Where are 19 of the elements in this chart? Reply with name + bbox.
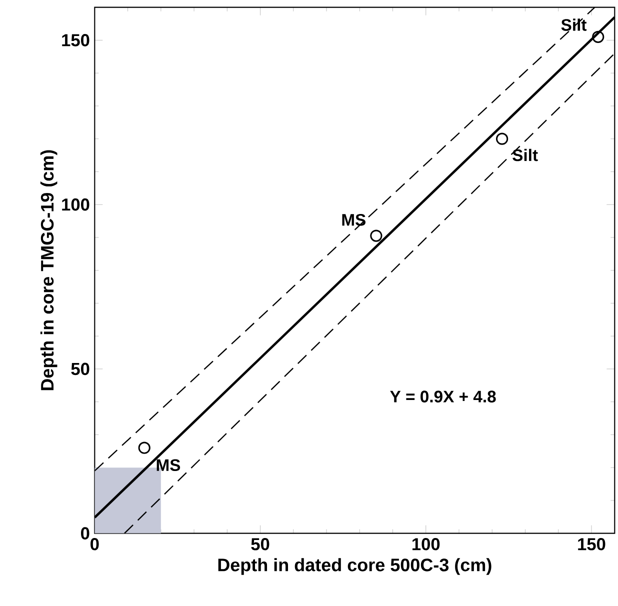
annotation: MS xyxy=(156,459,180,472)
annotation: Y = 0.9X + 4.8 xyxy=(390,390,496,402)
x-tick-label: 150 xyxy=(578,538,606,550)
point xyxy=(592,30,604,43)
x-tick-label: 0 xyxy=(90,538,99,550)
x-axis-title: Depth in dated core 500C-3 (cm) xyxy=(218,558,492,575)
y-tick-label: 100 xyxy=(62,198,90,211)
annotation: Silt xyxy=(561,18,587,31)
x-tick-label: 50 xyxy=(251,538,270,550)
y-tick-label: 150 xyxy=(62,34,90,46)
point xyxy=(138,442,150,454)
annotation: MS xyxy=(342,214,366,226)
annotation: Silt xyxy=(512,148,538,162)
y-tick-label: 0 xyxy=(81,527,90,540)
x-tick-label: 100 xyxy=(412,538,440,550)
point xyxy=(370,230,382,242)
point xyxy=(496,132,508,145)
y-tick-label: 50 xyxy=(71,362,90,376)
y-axis-title: Depth in core TMGC-19 (cm) xyxy=(40,150,58,390)
